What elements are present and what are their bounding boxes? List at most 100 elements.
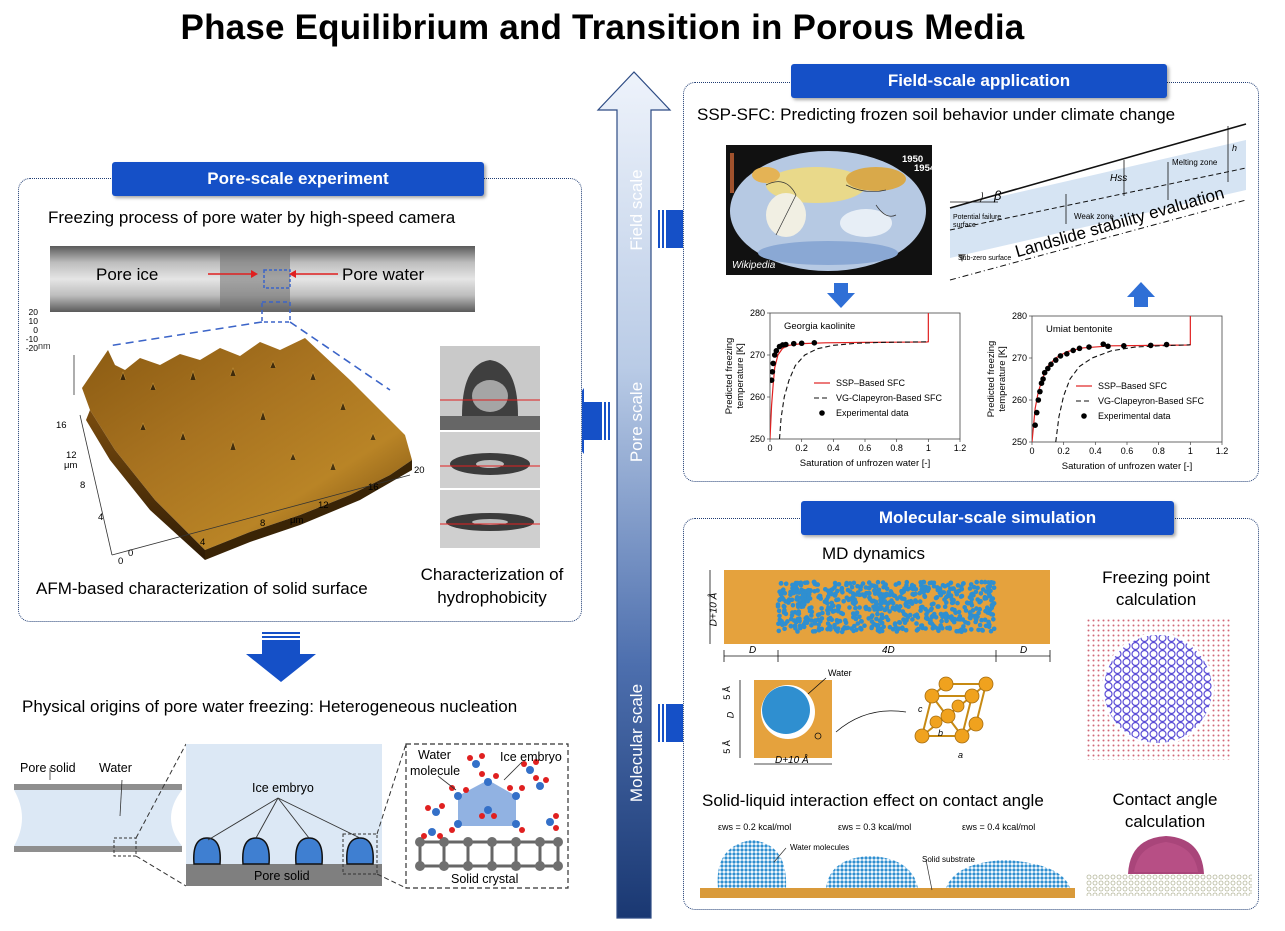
water-molecule: [879, 628, 885, 634]
water-molecule: [968, 582, 974, 587]
water-molecule: [988, 628, 994, 634]
experimental-point: [1163, 341, 1170, 348]
experimental-point: [1045, 365, 1051, 372]
water-molecule: [954, 629, 959, 634]
pore-solid-label: Pore solid: [20, 761, 76, 775]
water-label-md: Water: [828, 668, 852, 678]
water-molecule: [823, 587, 828, 592]
water-molecule: [790, 603, 796, 608]
contact-angle-label-1: Contact angle: [1112, 790, 1218, 809]
x-tick: 16: [368, 482, 379, 493]
x-tick-label: 0.4: [1089, 446, 1102, 456]
water-molecule: [976, 627, 981, 633]
experimental-point: [1086, 344, 1092, 350]
dim-d-plus-10-horizontal: D+10 Å: [775, 755, 809, 766]
water-molecule: [835, 620, 840, 625]
water-molecule: [953, 589, 959, 594]
y-axis-label: temperature [K]: [997, 346, 1008, 411]
x-tick-label: 0.8: [1152, 446, 1165, 456]
water-molecule: [798, 625, 803, 631]
y-axis-label: Predicted freezing: [724, 338, 735, 415]
water-molecule: [892, 621, 898, 627]
water-molecule: [914, 621, 919, 626]
water-molecule: [866, 580, 872, 585]
water-molecule: [840, 590, 845, 595]
solid-crystal-label: Solid crystal: [451, 872, 519, 886]
legend-entry: Experimental data: [1098, 411, 1171, 421]
water-molecule: [795, 604, 801, 609]
water-molecule: [866, 585, 872, 591]
down-arrow-icon: [246, 632, 316, 682]
hydro-caption-1: Characterization of: [420, 565, 564, 584]
experimental-point: [1052, 357, 1059, 363]
water-molecule: [780, 596, 785, 602]
legend-entry: Experimental data: [836, 408, 909, 418]
x-tick-label: 0.2: [795, 443, 808, 453]
water-molecule: [978, 591, 984, 596]
water-molecule: [982, 596, 988, 601]
water-molecule: [789, 613, 795, 618]
water-molecule: [931, 583, 937, 589]
water-molecule: [826, 605, 831, 610]
water-molecule: [951, 586, 956, 591]
water-molecule: [852, 623, 857, 629]
experimental-point: [1100, 341, 1107, 347]
y-tick: 12: [66, 450, 77, 461]
x-axis-label: Saturation of unfrozen water [-]: [800, 458, 930, 469]
nucleation-title: Physical origins of pore water freezing:…: [22, 697, 518, 716]
experimental-point: [773, 348, 780, 354]
y-tick-label: 280: [1012, 311, 1027, 321]
experimental-point: [1037, 388, 1043, 395]
water-molecule: [845, 625, 850, 631]
water-molecule: [904, 618, 909, 623]
water-molecule: [795, 580, 800, 586]
water-molecule: [978, 598, 983, 604]
water-molecule: [819, 606, 824, 611]
vg-curve: [1055, 344, 1191, 442]
x-tick: 0: [118, 556, 124, 567]
water-molecule: [884, 605, 890, 611]
water-molecule: [912, 613, 918, 618]
water-molecule: [875, 626, 881, 631]
experimental-point: [1076, 345, 1083, 352]
water-molecule: [783, 581, 789, 587]
dim-d-right: D: [1020, 645, 1028, 656]
water-molecule: [973, 614, 978, 620]
experimental-point: [1040, 376, 1046, 382]
water-molecule: [875, 591, 881, 596]
water-molecule: [872, 607, 877, 612]
water-molecule: [990, 596, 996, 601]
experimental-point: [1033, 409, 1040, 416]
water-molecule: [782, 626, 787, 632]
experimental-point: [1032, 422, 1038, 428]
water-molecule: [843, 618, 848, 623]
md-simulation-diagram: [709, 570, 1051, 765]
md-dynamics-label: MD dynamics: [822, 544, 925, 563]
water-molecule: [873, 599, 879, 605]
water-molecule: [982, 579, 988, 585]
map-year-1: 1950: [902, 154, 924, 165]
water-molecule-label-1: Water: [418, 748, 451, 762]
water-molecule: [944, 600, 949, 605]
experimental-point: [1038, 380, 1045, 386]
water-molecule: [979, 579, 984, 585]
water-molecule: [903, 627, 909, 633]
water-molecule: [847, 581, 853, 586]
water-molecule: [826, 592, 832, 597]
water-molecule: [944, 618, 949, 624]
y-axis-label: Predicted freezing: [986, 341, 997, 418]
water-molecule: [812, 579, 817, 585]
failure-label-2: surface: [953, 222, 976, 229]
water-molecule: [853, 605, 858, 611]
water-molecule: [849, 584, 855, 590]
water-molecule: [917, 599, 923, 604]
water-molecule: [957, 614, 963, 619]
dim-d-plus-10-vertical: D+10 Å: [708, 592, 720, 627]
water-molecule: [850, 599, 856, 604]
experimental-point: [790, 340, 797, 347]
water-molecule: [943, 612, 948, 618]
water-molecule: [987, 622, 992, 627]
water-molecule: [888, 589, 894, 594]
water-molecule: [832, 625, 837, 630]
water-molecule: [835, 588, 840, 594]
